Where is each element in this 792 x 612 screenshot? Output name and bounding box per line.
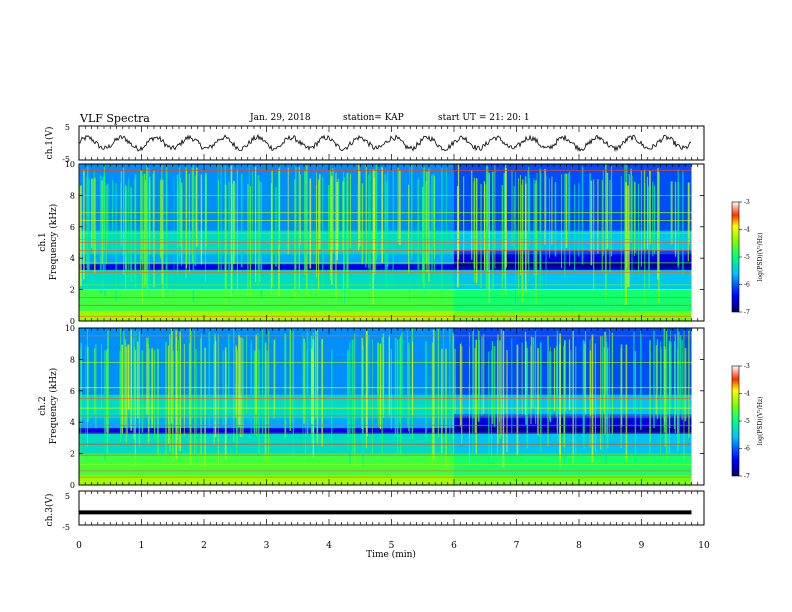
spec-ytick-label: 4 (70, 418, 75, 427)
colorbar-tick-label: -4 (744, 391, 750, 398)
ch2-spectrogram-image (79, 328, 704, 486)
spec-ytick-label: 4 (70, 254, 75, 263)
x-tick-label: 7 (514, 541, 520, 551)
ch1-spec-ylabel-freq: Frequency (kHz) (48, 204, 59, 281)
ch1-ylabel: ch.1(V) (44, 127, 55, 160)
ch1-colorbar (731, 201, 740, 313)
x-axis-ticks (78, 126, 705, 525)
colorbar-tick-label: -4 (744, 227, 750, 234)
spec-ytick-label: 8 (70, 191, 75, 200)
x-tick-label: 6 (451, 541, 457, 551)
spec-ytick-label: 0 (70, 317, 75, 326)
ch1-waveform-trace (79, 133, 692, 152)
ch1-spectrogram-yticks: 0 2 4 6 8 10 (65, 160, 704, 326)
colorbar-tick-label: -3 (744, 363, 750, 370)
x-tick-label: 10 (698, 541, 710, 551)
spec-ytick-label: 8 (70, 355, 75, 364)
x-tick-label: 0 (76, 541, 82, 551)
ch1-ytick-top: 5 (65, 123, 70, 132)
ch3-ytick-bottom: -5 (62, 523, 70, 532)
colorbar-tick-label: -5 (744, 418, 750, 425)
x-tick-label: 4 (326, 541, 332, 551)
colorbar-tick-label: -7 (744, 309, 750, 316)
x-tick-label: 8 (576, 541, 582, 551)
x-tick-label: 2 (201, 541, 207, 551)
colorbar-tick-label: -7 (744, 473, 750, 480)
colorbar-tick-label: -6 (744, 446, 750, 453)
ch1-ytick-bottom: -5 (62, 155, 70, 164)
colorbar-tick-label: -3 (744, 199, 750, 206)
x-axis-tick-labels: 0 1 2 3 4 5 6 7 8 9 10 (76, 541, 710, 551)
spec-ytick-label: 10 (65, 160, 75, 169)
ch1-waveform-line (79, 133, 692, 152)
x-tick-label: 1 (139, 541, 145, 551)
ch3-ytick-top: 5 (65, 492, 70, 501)
ch1-waveform-panel: 5 -5 ch.1(V) (44, 123, 705, 164)
ch1-colorbar-label: log(PSD)(V²/Hz) (757, 233, 764, 282)
date-label: Jan. 29, 2018 (250, 113, 311, 123)
colorbar-tick-label: -5 (744, 254, 750, 261)
ch3-ylabel: ch.3(V) (44, 494, 55, 527)
ch2-spec-ylabel: ch.2 (38, 396, 48, 415)
colorbar-tick-label: -6 (744, 282, 750, 289)
station-label: station= KAP (343, 113, 404, 123)
ch3-waveform-panel: 5 -5 ch.3(V) (44, 490, 705, 532)
ch2-spectrogram-yticks: 0 2 4 6 8 10 (65, 324, 704, 490)
spec-ytick-label: 2 (70, 286, 75, 295)
ch1-spec-ylabel: ch.1 (38, 232, 48, 251)
spec-ytick-label: 6 (70, 387, 75, 396)
x-tick-label: 3 (264, 541, 270, 551)
x-tick-label: 9 (639, 541, 645, 551)
spec-ytick-label: 6 (70, 223, 75, 232)
spec-ytick-label: 10 (65, 324, 75, 333)
ch2-colorbar (731, 365, 740, 477)
spec-ytick-label: 2 (70, 450, 75, 459)
ch1-spectrogram-image (78, 164, 704, 322)
spec-ytick-label: 0 (70, 481, 75, 490)
figure-title: VLF Spectra (80, 112, 150, 125)
x-tick-label: 5 (389, 541, 395, 551)
start-time-label: start UT = 21: 20: 1 (438, 113, 530, 123)
ch1-colorbar-ticks: -3 -4 -5 -6 -7 (739, 199, 750, 316)
ch2-colorbar-ticks: -3 -4 -5 -6 -7 (739, 363, 750, 480)
ch2-spec-ylabel-freq: Frequency (kHz) (48, 368, 59, 445)
ch2-colorbar-label: log(PSD)(V²/Hz) (757, 397, 764, 446)
x-axis-label: Time (min) (366, 549, 416, 560)
